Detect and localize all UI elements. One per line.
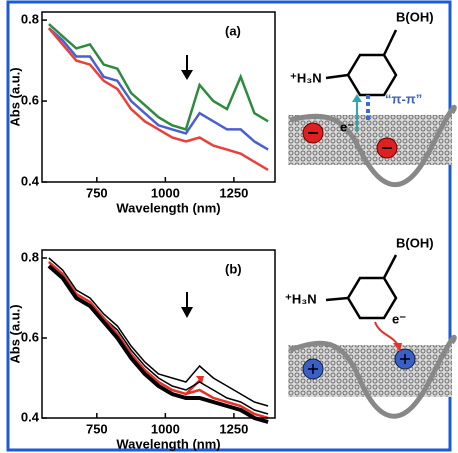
y-axis-label: Abs (a.u.) <box>7 67 22 126</box>
panel-label: (a) <box>225 23 241 38</box>
benzene-ring <box>346 276 398 320</box>
series-line <box>47 264 269 424</box>
x-tick-label: 750 <box>86 421 108 436</box>
y-tick-label: 0.6 <box>21 92 39 107</box>
arrow-head <box>181 70 193 80</box>
amine: ⁺H₃N <box>290 70 322 85</box>
plus <box>400 354 410 364</box>
x-axis-label: Wavelength (nm) <box>116 200 220 215</box>
x-axis-label: Wavelength (nm) <box>116 436 220 451</box>
plot-frame <box>41 11 276 183</box>
boronic-group: B(OH) <box>396 9 434 24</box>
series-line <box>48 261 269 420</box>
x-tick-label: 1250 <box>219 421 248 436</box>
y-axis-label: Abs (a.u.) <box>7 304 22 363</box>
bond <box>382 254 398 279</box>
series-line <box>47 27 269 171</box>
amine: ⁺H₃N <box>285 291 317 306</box>
y-tick-label: 0.4 <box>21 173 40 188</box>
arrow-head <box>196 376 204 384</box>
electron-arrow <box>374 321 399 346</box>
panel-label: (b) <box>225 261 242 276</box>
x-tick-label: 750 <box>86 185 108 200</box>
series-line <box>48 257 269 407</box>
y-tick-label: 0.4 <box>21 409 40 424</box>
scheme-b: ⁺H₃N B(OH) e⁻ <box>285 235 457 419</box>
electron: e⁻ <box>392 311 406 326</box>
x-tick-label: 1000 <box>151 185 180 200</box>
arrow-head <box>181 307 193 318</box>
arrow-head <box>393 343 402 352</box>
plus <box>308 364 318 374</box>
plot-frame <box>41 249 276 419</box>
benzene-ring <box>346 53 398 97</box>
y-tick-label: 0.6 <box>21 329 39 344</box>
series-line <box>48 27 269 151</box>
polymer-chain <box>289 104 457 188</box>
bond <box>325 296 349 302</box>
boronic-group: B(OH) <box>396 235 434 250</box>
polymer-chain <box>289 334 457 419</box>
y-tick-label: 0.8 <box>21 12 39 27</box>
bond <box>325 73 349 80</box>
series-line <box>48 23 269 131</box>
y-tick-label: 0.8 <box>21 249 39 264</box>
scheme-a: ⁺H₃N B(OH) e⁻ “π-π” <box>288 9 457 188</box>
interaction: “π-π” <box>385 91 422 106</box>
electron: e⁻ <box>340 119 354 134</box>
bond <box>382 29 398 56</box>
x-tick-label: 1250 <box>219 185 248 200</box>
x-tick-label: 1000 <box>151 421 180 436</box>
frame <box>6 0 452 452</box>
arrow-head <box>352 94 362 102</box>
